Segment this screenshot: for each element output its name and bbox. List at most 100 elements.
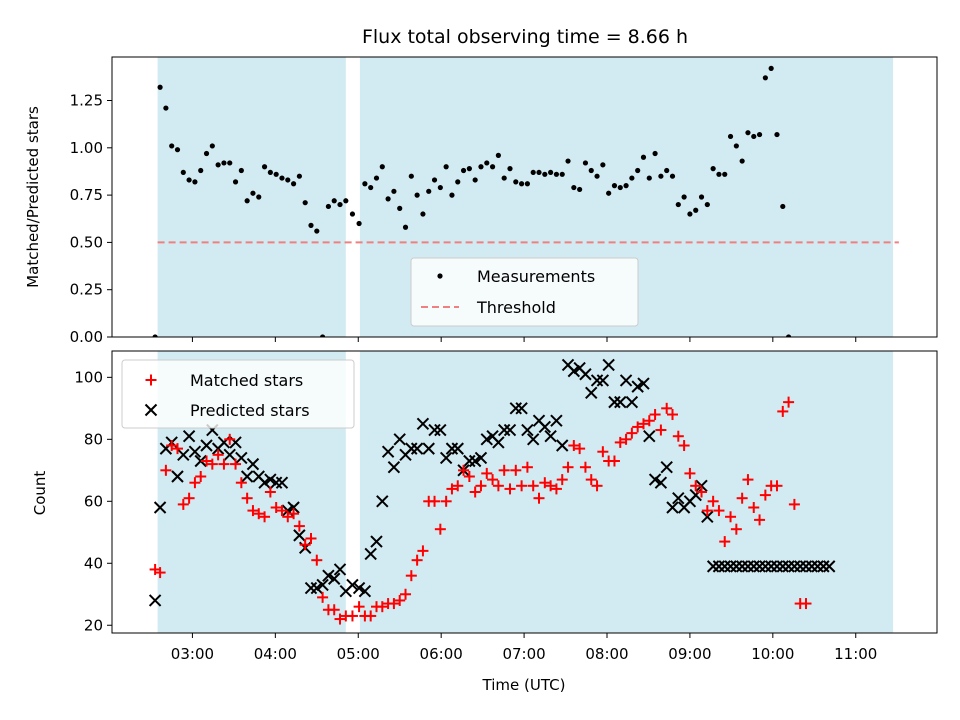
measurement-point [792, 0, 797, 3]
measurement-point [402, 224, 409, 230]
x-axis-label: Time (UTC) [482, 676, 566, 694]
measurement-point [238, 167, 244, 174]
matched-point [253, 508, 265, 520]
matched-point [492, 480, 504, 492]
predicted-point [823, 560, 836, 573]
shaded-interval-2 [359, 351, 894, 633]
x-tick-label: 08:00 [585, 645, 628, 663]
matched-point [754, 514, 766, 526]
predicted-point [376, 495, 389, 508]
y-tick-label: 1.00 [70, 139, 103, 157]
predicted-point [556, 439, 569, 452]
y-tick-label: 0.25 [70, 281, 103, 299]
legend-marker-predicted [144, 403, 158, 417]
matched-point [429, 495, 441, 507]
measurement-point [356, 220, 362, 227]
measurement-point [594, 173, 600, 179]
predicted-point [817, 560, 830, 573]
measurement-point [704, 201, 710, 208]
matched-point [317, 591, 329, 603]
measurement-point [553, 171, 560, 177]
measurement-point [518, 181, 525, 187]
bottom-panel: 20 40 60 80 100 03:00 04:00 05:00 06:00 07:00 08:0… [74, 350, 938, 663]
matched-point [707, 495, 719, 507]
x-tick-label: 06:00 [420, 645, 463, 663]
predicted-point [695, 479, 708, 493]
predicted-point [393, 433, 406, 446]
matched-point [713, 505, 725, 517]
predicted-point [770, 560, 784, 573]
matched-point [475, 480, 487, 492]
matched-point [800, 598, 812, 610]
measurement-point [408, 173, 414, 179]
matched-point [742, 474, 754, 486]
predicted-point [648, 473, 662, 486]
matched-point [394, 594, 406, 606]
matched-point [247, 505, 259, 517]
measurement-point [460, 167, 467, 174]
measurement-point [203, 150, 210, 157]
matched-point [328, 604, 340, 616]
predicted-point [747, 560, 760, 573]
measurement-point [472, 177, 478, 183]
measurement-point [261, 164, 268, 170]
predicted-point [608, 395, 621, 409]
matched-point [334, 613, 346, 625]
predicted-point [463, 454, 476, 468]
measurement-point [180, 169, 186, 176]
predicted-point [468, 454, 482, 468]
predicted-point [188, 445, 202, 458]
matched-point [346, 610, 358, 622]
measurement-point [832, 0, 837, 3]
matched-point [189, 477, 201, 489]
measurement-point [780, 203, 786, 210]
matched-point [614, 436, 626, 448]
predicted-point [304, 581, 318, 595]
measurement-point [896, 0, 901, 3]
y-tick-label: 0.00 [70, 328, 103, 346]
measurement-point [524, 181, 531, 187]
predicted-point [322, 569, 335, 582]
measurement-point [600, 162, 606, 168]
matched-point [759, 489, 771, 501]
measurement-point [285, 177, 291, 183]
matched-point [195, 471, 207, 483]
matched-point [748, 501, 760, 513]
predicted-point [619, 374, 633, 387]
predicted-point [416, 417, 430, 431]
predicted-point [579, 368, 592, 381]
predicted-point [428, 423, 441, 437]
measurement-point [513, 179, 519, 185]
measurement-point [256, 194, 262, 200]
matched-point [690, 480, 702, 492]
measurement-point [542, 171, 548, 177]
matched-point [516, 480, 528, 492]
measurement-point [710, 166, 716, 172]
predicted-point [637, 377, 650, 390]
matched-point [311, 554, 323, 566]
measurement-point [565, 158, 571, 164]
predicted-point [718, 560, 731, 573]
legend-box [121, 359, 355, 429]
top-y-axis-label: Matched/Predicted stars [24, 106, 42, 288]
y-tick-label: 60 [84, 492, 103, 510]
y-tick-label: 0.75 [70, 186, 103, 204]
measurement-point [443, 164, 449, 170]
matched-point [527, 480, 539, 492]
plot-area [148, 358, 836, 625]
matched-point [672, 430, 684, 442]
matched-point [469, 486, 481, 498]
y-tick-label: 80 [84, 430, 103, 448]
legend-label-predicted: Predicted stars [190, 401, 310, 420]
measurement-point [815, 0, 820, 3]
predicted-point [310, 581, 324, 595]
matched-point [579, 461, 591, 473]
measurement-point [856, 0, 861, 3]
matched-point [299, 539, 311, 551]
matched-point [661, 402, 673, 414]
measurement-point [267, 169, 273, 176]
plot-area [152, 0, 901, 337]
measurement-point [215, 162, 221, 168]
measurement-point [652, 150, 658, 157]
